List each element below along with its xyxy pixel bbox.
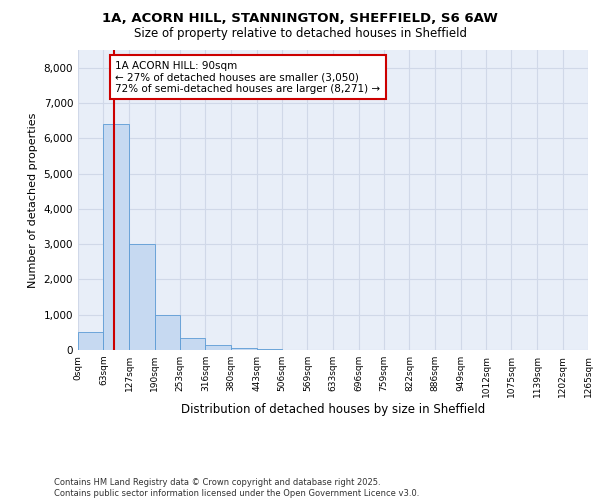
Bar <box>103 124 129 350</box>
Text: Size of property relative to detached houses in Sheffield: Size of property relative to detached ho… <box>133 28 467 40</box>
Text: 1A, ACORN HILL, STANNINGTON, SHEFFIELD, S6 6AW: 1A, ACORN HILL, STANNINGTON, SHEFFIELD, … <box>102 12 498 26</box>
Bar <box>231 348 257 350</box>
X-axis label: Distribution of detached houses by size in Sheffield: Distribution of detached houses by size … <box>181 402 485 415</box>
Bar <box>155 314 180 350</box>
Bar <box>180 338 205 350</box>
Bar <box>129 244 155 350</box>
Bar <box>205 344 231 350</box>
Text: Contains HM Land Registry data © Crown copyright and database right 2025.
Contai: Contains HM Land Registry data © Crown c… <box>54 478 419 498</box>
Bar <box>78 332 103 350</box>
Y-axis label: Number of detached properties: Number of detached properties <box>28 112 38 288</box>
Text: 1A ACORN HILL: 90sqm
← 27% of detached houses are smaller (3,050)
72% of semi-de: 1A ACORN HILL: 90sqm ← 27% of detached h… <box>115 60 380 94</box>
